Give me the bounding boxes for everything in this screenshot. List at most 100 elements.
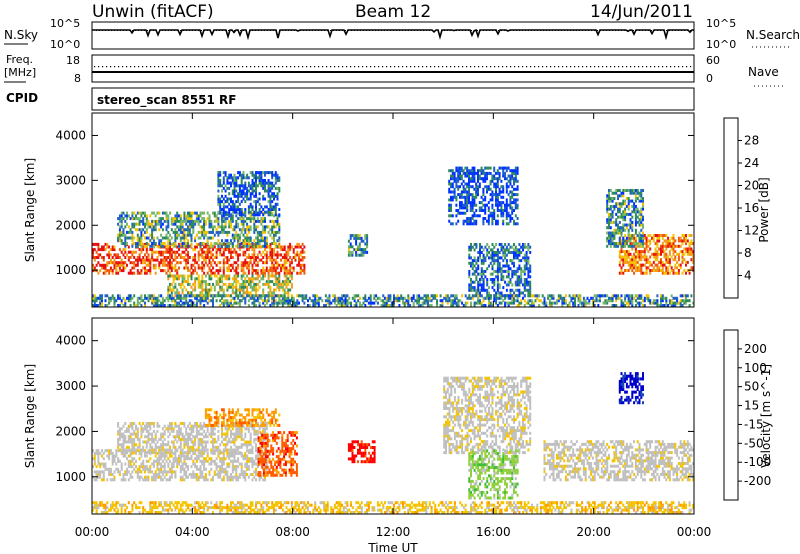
heatmap-cell (285, 271, 288, 275)
heatmap-cell (174, 228, 177, 232)
heatmap-cell (117, 217, 120, 221)
heatmap-cell (645, 269, 648, 272)
heatmap-cell (251, 277, 254, 281)
heatmap-cell (273, 266, 275, 270)
heatmap-cell (271, 301, 274, 305)
heatmap-cell (111, 245, 114, 249)
heatmap-cell (187, 261, 189, 265)
heatmap-cell (118, 261, 121, 265)
heatmap-cell (118, 233, 121, 237)
heatmap-cell (507, 267, 510, 271)
heatmap-cell (217, 277, 220, 281)
heatmap-cell (219, 205, 222, 209)
nsearch-dot (570, 30, 571, 31)
heatmap-cell (486, 296, 489, 300)
heatmap-cell (477, 169, 479, 173)
heatmap-cell (265, 253, 268, 257)
heatmap-cell (249, 210, 252, 214)
heatmap-cell (681, 239, 684, 243)
heatmap-cell (140, 258, 143, 262)
heatmap-cell (187, 250, 189, 254)
heatmap-cell (418, 301, 421, 305)
heatmap-cell (638, 231, 641, 235)
heatmap-cell (278, 274, 281, 278)
heatmap-cell (233, 208, 236, 211)
nsearch-dot (315, 30, 316, 31)
heatmap-cell (502, 219, 505, 223)
heatmap-cell (264, 219, 266, 223)
heatmap-cell (620, 258, 623, 262)
heatmap-cell (473, 269, 476, 273)
heatmap-cell (158, 304, 161, 307)
heatmap-cell (625, 197, 628, 200)
heatmap-cell (615, 191, 618, 195)
heatmap-cell (638, 210, 641, 214)
heatmap-cell (525, 251, 528, 254)
heatmap-cell (287, 250, 290, 254)
heatmap-cell (493, 214, 496, 218)
heatmap-cell (608, 231, 610, 235)
nsearch-dot (255, 30, 256, 31)
heatmap-cell (176, 214, 179, 218)
heatmap-cell (609, 296, 612, 300)
heatmap-cell (265, 210, 268, 214)
nave-dot (130, 66, 132, 68)
nsearch-dot (210, 30, 211, 31)
heatmap-cell (448, 214, 451, 218)
nave-dot (214, 66, 216, 68)
heatmap-cell (527, 245, 530, 249)
heatmap-cell (280, 253, 283, 257)
heatmap-cell (491, 278, 494, 281)
heatmap-cell (217, 171, 220, 175)
heatmap-cell (608, 189, 610, 192)
heatmap-cell (636, 207, 639, 211)
heatmap-cell (479, 299, 481, 303)
heatmap-cell (479, 248, 481, 252)
heatmap-cell (278, 282, 281, 286)
heatmap-cell (482, 209, 485, 212)
heatmap-cell (496, 269, 499, 273)
heatmap-cell (233, 176, 236, 180)
heatmap-cell (215, 242, 218, 245)
heatmap-cell (136, 263, 139, 267)
nsearch-dot (312, 30, 313, 31)
heatmap-cell (192, 282, 195, 286)
heatmap-cell (118, 296, 121, 300)
heatmap-cell (287, 245, 290, 249)
heatmap-cell (511, 169, 514, 173)
heatmap-cell (222, 202, 225, 206)
heatmap-cell (296, 263, 299, 267)
heatmap-cell (265, 280, 268, 284)
heatmap-cell (488, 301, 490, 305)
heatmap-cell (273, 242, 275, 245)
nsearch-dot (663, 30, 664, 31)
heatmap-cell (187, 304, 189, 307)
heatmap-cell (518, 253, 521, 257)
heatmap-cell (208, 222, 211, 226)
heatmap-cell (620, 299, 623, 303)
heatmap-cell (178, 274, 180, 278)
heatmap-cell (661, 294, 664, 298)
heatmap-cell (267, 230, 270, 234)
heatmap-cell (473, 169, 476, 173)
heatmap-cell (269, 253, 272, 257)
heatmap-cell (636, 255, 639, 259)
heatmap-cell (631, 294, 634, 298)
heatmap-cell (115, 266, 118, 270)
heatmap-cell (608, 296, 610, 300)
heatmap-cell (262, 244, 265, 248)
heatmap-cell (294, 304, 297, 307)
heatmap-cell (246, 266, 249, 270)
heatmap-cell (575, 294, 578, 298)
heatmap-cell (145, 214, 148, 218)
heatmap-cell (281, 301, 284, 305)
heatmap-cell (634, 205, 637, 208)
nsearch-dot (300, 30, 301, 31)
heatmap-cell (479, 251, 481, 254)
heatmap-cell (238, 248, 241, 252)
heatmap-cell (471, 179, 474, 183)
heatmap-cell (267, 208, 270, 211)
heatmap-cell (224, 242, 227, 246)
heatmap-cell (514, 299, 517, 303)
heatmap-cell (135, 250, 137, 254)
